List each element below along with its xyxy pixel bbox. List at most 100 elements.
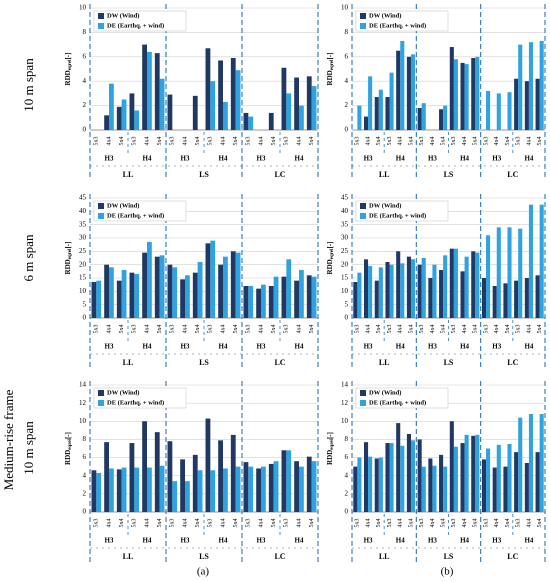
x-tick-label: 4x4 [365,519,371,528]
x-tick-label: 4x4 [144,137,150,146]
bar [268,286,274,318]
bar [159,255,165,318]
subgroup-label: H3 [492,343,501,351]
bar [281,450,287,512]
y-axis-label: RDDeqrel[-] [326,53,336,86]
x-tick-label: 4x4 [106,519,112,528]
y-tick-label: 10 [341,417,349,425]
bar [167,94,173,130]
bar [154,256,160,318]
bar [486,235,491,318]
group-label: LC [507,358,518,367]
bar [159,78,165,130]
bar [299,105,304,130]
subgroup-label: H4 [524,155,533,163]
legend-swatch [360,203,366,209]
bar [406,56,411,130]
legend-box [355,10,449,32]
subgroup-label: H3 [257,155,266,163]
bar [378,89,383,130]
bar [449,248,454,318]
y-tick-label: 4 [345,471,349,479]
x-tick-label: 5x4 [505,325,511,334]
x-tick-label: 4x4 [494,519,500,528]
subgroup-label: H4 [396,537,405,545]
bar [205,48,211,131]
row-label: 10 m span [21,58,36,112]
bar [389,72,394,130]
subgroup-label: H4 [460,155,469,163]
bar [453,59,458,130]
y-tick-label: 8 [83,435,87,443]
x-tick-label: 5x3 [483,325,489,334]
bar [396,423,401,512]
bar [385,262,390,318]
x-tick-label: 4x4 [430,325,436,334]
x-tick-label: 5x3 [387,519,393,528]
bar [142,421,147,512]
x-tick-label: 4x4 [365,325,371,334]
y-tick-label: 6 [83,453,87,461]
x-tick-label: 5x3 [355,137,361,146]
bar [453,248,458,318]
legend-swatch [360,13,366,19]
bar [235,466,241,512]
bar [218,60,223,130]
subgroup-label: H4 [524,343,533,351]
bar [539,414,544,512]
x-tick-label: 4x4 [526,519,532,528]
y-tick-label: 20 [79,260,87,268]
x-tick-label: 5x4 [473,137,479,146]
bar [210,81,216,130]
row-label: 6 m span [21,234,36,281]
bar [294,280,299,318]
bar [514,280,519,318]
y-tick-label: 25 [341,247,349,255]
bar [507,443,512,512]
subgroup-label: H4 [295,537,304,545]
bar [268,463,274,512]
y-tick-label: 0 [83,314,87,322]
y-tick-label: 10 [341,287,349,295]
x-tick-label: 5x4 [195,519,201,528]
x-tick-label: 4x4 [220,325,226,334]
y-tick-label: 4 [83,471,87,479]
legend-label: DE (Earthq. + wind) [107,22,164,29]
legend-swatch [98,390,104,396]
x-tick-label: 5x4 [271,519,277,528]
legend-label: DW (Wind) [107,12,139,19]
x-tick-label: 5x4 [408,519,414,528]
group-label: LC [274,552,285,561]
bar [496,444,501,512]
legend-swatch [360,390,366,396]
x-tick-label: 5x4 [376,137,382,146]
x-tick-label: 5x4 [309,325,315,334]
y-tick-label: 10 [341,4,349,12]
x-tick-label: 5x4 [441,325,447,334]
subgroup-label: H3 [105,537,114,545]
legend-box [355,387,449,409]
bar [400,40,405,130]
y-tick-label: 6 [83,52,87,60]
subgroup-label: H4 [143,343,152,351]
y-label-main: RDD [326,259,334,274]
x-tick-label: 5x4 [473,519,479,528]
bar [121,99,127,130]
bar [294,77,299,130]
bar [142,252,147,318]
bar [421,103,426,130]
legend-label: DW (Wind) [107,389,139,396]
bar [471,251,476,318]
bar [492,286,497,318]
bar [496,93,501,130]
bar [496,227,501,318]
x-tick-label: 5x3 [284,325,290,334]
y-tick-label: 15 [79,274,87,282]
bar [378,267,383,318]
group-label: LS [444,358,454,367]
group-label: LC [274,170,285,179]
subgroup-label: H4 [396,343,405,351]
bar [311,461,317,512]
y-label-sub: eqrel [330,59,335,70]
y-label-sub: eqrel [68,248,73,259]
